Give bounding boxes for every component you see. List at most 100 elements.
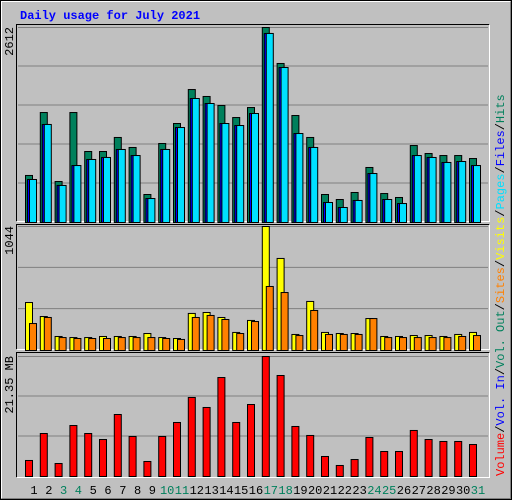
- bar: [265, 32, 274, 223]
- x-tick-label: 25: [382, 484, 396, 498]
- legend-entry: Sites: [494, 267, 508, 303]
- bar: [177, 127, 185, 223]
- bar: [413, 337, 422, 352]
- bar: [295, 335, 304, 352]
- bar: [25, 459, 33, 477]
- bar: [443, 161, 452, 224]
- bar: [147, 198, 156, 223]
- bar: [399, 337, 407, 352]
- legend-separator: /: [494, 210, 508, 217]
- bar: [191, 316, 200, 351]
- panel-shadow: [16, 224, 490, 350]
- bar: [162, 148, 171, 223]
- bar: [29, 323, 37, 351]
- legend-entry: Pages: [494, 173, 508, 209]
- bar: [261, 356, 270, 477]
- bar: [428, 156, 437, 223]
- x-tick-label: 22: [338, 484, 352, 498]
- legend-separator: /: [494, 303, 508, 310]
- bar: [221, 319, 230, 351]
- x-tick-label: 28: [426, 484, 440, 498]
- bar: [321, 455, 329, 477]
- legend-entry: Visits: [494, 217, 508, 260]
- bar: [365, 436, 374, 478]
- panel-light: [16, 352, 490, 478]
- bar: [325, 201, 333, 223]
- bar: [276, 374, 285, 477]
- x-tick-label: 30: [456, 484, 470, 498]
- x-tick-label: 15: [234, 484, 248, 498]
- x-tick-label: 26: [397, 484, 411, 498]
- bar: [29, 178, 37, 224]
- bar: [39, 433, 48, 478]
- bar: [84, 433, 93, 478]
- bar: [132, 155, 141, 223]
- x-tick-label: 11: [175, 484, 189, 498]
- bar: [103, 338, 111, 352]
- x-tick-label: 6: [104, 484, 111, 498]
- bar: [217, 377, 226, 478]
- bar: [128, 435, 137, 477]
- bar: [73, 338, 82, 352]
- bar: [295, 133, 304, 224]
- y-tick-label: 21.35 MB: [3, 356, 17, 414]
- bar: [162, 338, 171, 352]
- bar: [339, 206, 348, 224]
- bar: [369, 173, 378, 223]
- bar: [473, 165, 481, 223]
- x-tick-label: 20: [308, 484, 322, 498]
- bar: [247, 404, 255, 477]
- bar: [350, 459, 359, 477]
- legend-separator: /: [494, 426, 508, 433]
- x-tick-label: 12: [190, 484, 204, 498]
- bar: [428, 337, 437, 352]
- x-tick-label: 18: [278, 484, 292, 498]
- bar: [310, 146, 319, 223]
- bar: [335, 464, 344, 478]
- bar: [43, 123, 52, 223]
- bar: [280, 292, 289, 351]
- bar: [454, 440, 463, 478]
- x-tick-label: 9: [149, 484, 156, 498]
- bar: [354, 333, 363, 351]
- x-tick-label: 14: [219, 484, 233, 498]
- bar: [147, 337, 156, 352]
- bar: [113, 414, 122, 477]
- bar: [191, 97, 200, 223]
- bar: [439, 440, 448, 478]
- bar: [384, 199, 393, 223]
- legend-separator: /: [494, 260, 508, 267]
- bar: [117, 337, 126, 352]
- bar: [206, 102, 215, 223]
- bar: [73, 165, 82, 223]
- bar: [58, 184, 67, 223]
- x-tick-label: 7: [119, 484, 126, 498]
- bar: [473, 335, 481, 352]
- bar: [103, 156, 111, 223]
- x-tick-label: 27: [412, 484, 426, 498]
- bar: [236, 125, 245, 223]
- y-tick-label: 1044: [3, 226, 17, 255]
- legend-entry: Hits: [494, 94, 508, 123]
- bar: [265, 285, 274, 351]
- bar: [54, 463, 63, 477]
- x-tick-label: 8: [134, 484, 141, 498]
- x-tick-label: 13: [204, 484, 218, 498]
- legend-entry: Vol. In: [494, 375, 508, 425]
- x-tick-label: 29: [441, 484, 455, 498]
- bar: [413, 155, 422, 223]
- panel-shadow: [16, 24, 490, 222]
- legend-entry: Files: [494, 130, 508, 166]
- x-tick-label: 3: [60, 484, 67, 498]
- x-tick-label: 21: [323, 484, 337, 498]
- legend-separator: /: [494, 368, 508, 375]
- bar: [369, 318, 378, 351]
- bar: [424, 439, 433, 477]
- x-tick-label: 2: [45, 484, 52, 498]
- legend-separator: /: [494, 166, 508, 173]
- bar: [221, 123, 230, 223]
- x-tick-label: 24: [367, 484, 381, 498]
